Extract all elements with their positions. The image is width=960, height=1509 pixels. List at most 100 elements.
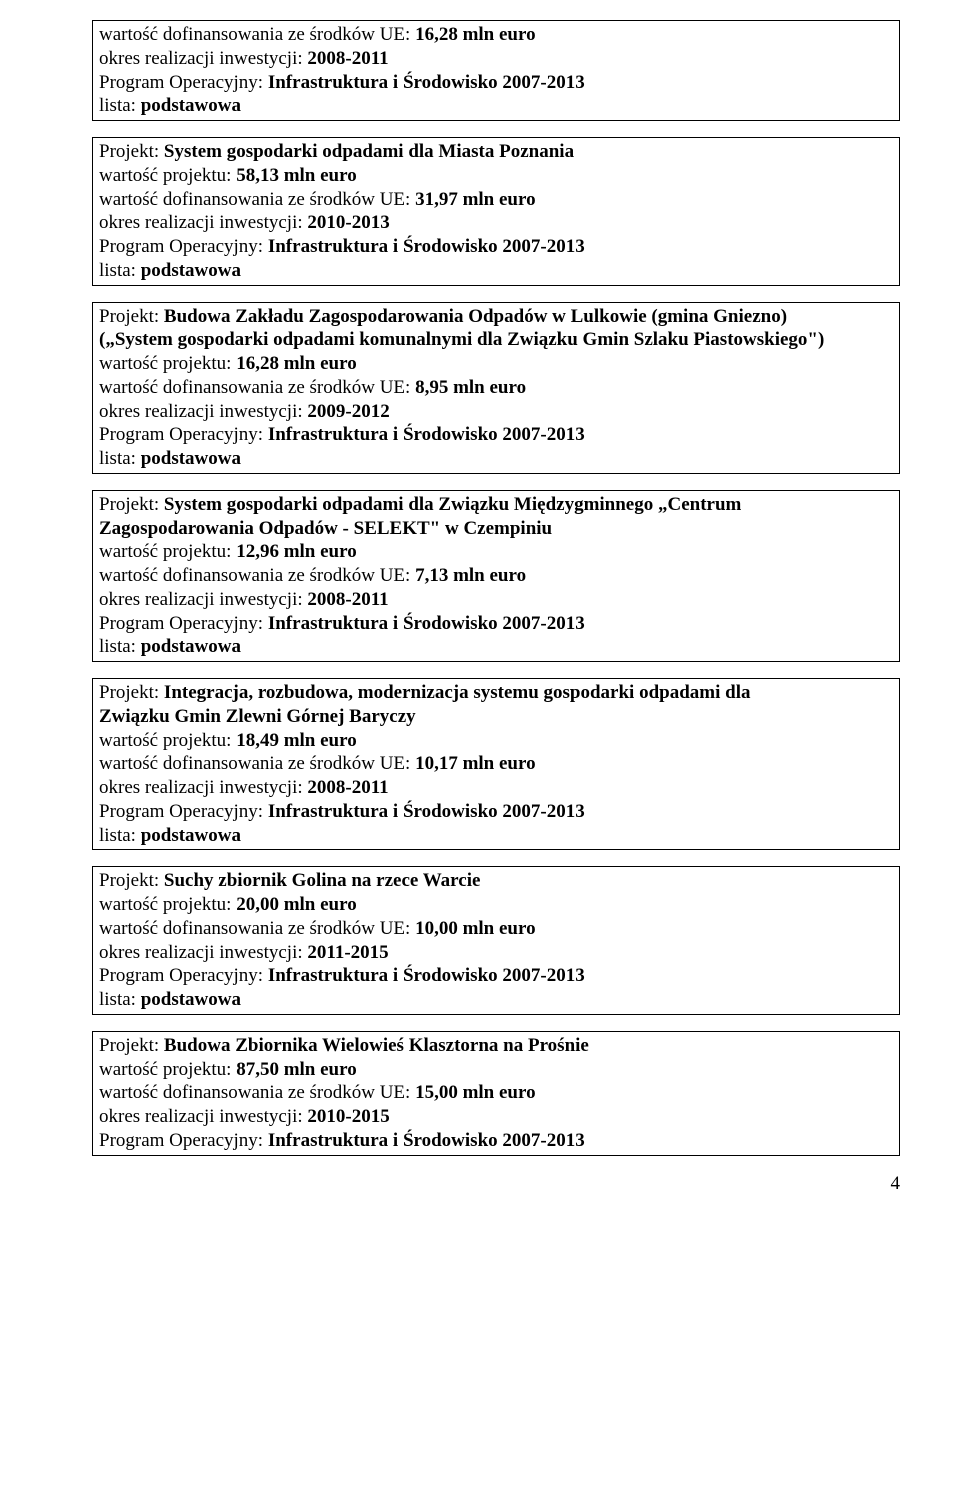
project-title-line: Projekt: Suchy zbiornik Golina na rzece … bbox=[99, 869, 893, 893]
period-line: okres realizacji inwestycji: 2008-2011 bbox=[99, 47, 893, 71]
period-value: 2010-2013 bbox=[307, 212, 389, 233]
funding-line: wartość dofinansowania ze środków UE: 10… bbox=[99, 752, 893, 776]
list-line: lista: podstawowa bbox=[99, 988, 893, 1012]
list-value: podstawowa bbox=[141, 989, 241, 1010]
list-line: lista: podstawowa bbox=[99, 635, 893, 659]
project-title-line-2: Związku Gmin Zlewni Górnej Baryczy bbox=[99, 705, 893, 729]
funding-label: wartość dofinansowania ze środków UE: bbox=[99, 189, 415, 210]
program-line: Program Operacyjny: Infrastruktura i Śro… bbox=[99, 800, 893, 824]
funding-value: 10,17 mln euro bbox=[415, 753, 536, 774]
program-label: Program Operacyjny: bbox=[99, 236, 268, 257]
project-label: Projekt: bbox=[99, 141, 164, 162]
project-title: Budowa Zbiornika Wielowieś Klasztorna na… bbox=[164, 1035, 589, 1056]
project-label: Projekt: bbox=[99, 494, 164, 515]
program-line: Program Operacyjny: Infrastruktura i Śro… bbox=[99, 423, 893, 447]
project-title-line: Projekt: System gospodarki odpadami dla … bbox=[99, 493, 893, 517]
value-value: 58,13 mln euro bbox=[236, 165, 357, 186]
funding-value: 31,97 mln euro bbox=[415, 189, 536, 210]
program-label: Program Operacyjny: bbox=[99, 965, 268, 986]
value-value: 12,96 mln euro bbox=[236, 541, 357, 562]
value-line: wartość projektu: 20,00 mln euro bbox=[99, 893, 893, 917]
project-label: Projekt: bbox=[99, 870, 164, 891]
list-value: podstawowa bbox=[141, 448, 241, 469]
list-value: podstawowa bbox=[141, 825, 241, 846]
period-value: 2008-2011 bbox=[307, 777, 388, 798]
value-line: wartość projektu: 16,28 mln euro bbox=[99, 352, 893, 376]
period-line: okres realizacji inwestycji: 2008-2011 bbox=[99, 588, 893, 612]
period-value: 2008-2011 bbox=[307, 48, 388, 69]
value-label: wartość projektu: bbox=[99, 1059, 236, 1080]
project-box-4: Projekt: Integracja, rozbudowa, moderniz… bbox=[92, 678, 900, 850]
funding-line: wartość dofinansowania ze środków UE: 15… bbox=[99, 1081, 893, 1105]
value-value: 20,00 mln euro bbox=[236, 894, 357, 915]
list-value: podstawowa bbox=[141, 260, 241, 281]
list-label: lista: bbox=[99, 636, 141, 657]
value-line: wartość projektu: 87,50 mln euro bbox=[99, 1058, 893, 1082]
list-label: lista: bbox=[99, 95, 141, 116]
project-box-2: Projekt: Budowa Zakładu Zagospodarowania… bbox=[92, 302, 900, 474]
funding-value: 8,95 mln euro bbox=[415, 377, 526, 398]
program-line: Program Operacyjny: Infrastruktura i Śro… bbox=[99, 612, 893, 636]
funding-label: wartość dofinansowania ze środków UE: bbox=[99, 753, 415, 774]
period-label: okres realizacji inwestycji: bbox=[99, 212, 307, 233]
project-title-b: Zagospodarowania Odpadów - SELEKT" w Cze… bbox=[99, 518, 552, 539]
project-title: Suchy zbiornik Golina na rzece Warcie bbox=[164, 870, 481, 891]
period-label: okres realizacji inwestycji: bbox=[99, 1106, 307, 1127]
project-title-line-2: Zagospodarowania Odpadów - SELEKT" w Cze… bbox=[99, 517, 893, 541]
funding-label: wartość dofinansowania ze środków UE: bbox=[99, 918, 415, 939]
project-label: Projekt: bbox=[99, 306, 164, 327]
funding-value: 15,00 mln euro bbox=[415, 1082, 536, 1103]
period-line: okres realizacji inwestycji: 2010-2015 bbox=[99, 1105, 893, 1129]
funding-value: 16,28 mln euro bbox=[415, 24, 536, 45]
value-value: 87,50 mln euro bbox=[236, 1059, 357, 1080]
list-line: lista: podstawowa bbox=[99, 447, 893, 471]
funding-label: wartość dofinansowania ze środków UE: bbox=[99, 1082, 415, 1103]
project-title-line: Projekt: Budowa Zakładu Zagospodarowania… bbox=[99, 305, 893, 329]
value-line: wartość projektu: 18,49 mln euro bbox=[99, 729, 893, 753]
period-line: okres realizacji inwestycji: 2008-2011 bbox=[99, 776, 893, 800]
period-label: okres realizacji inwestycji: bbox=[99, 48, 307, 69]
funding-line: wartość dofinansowania ze środków UE: 16… bbox=[99, 23, 893, 47]
period-value: 2011-2015 bbox=[307, 942, 388, 963]
program-value: Infrastruktura i Środowisko 2007-2013 bbox=[268, 424, 585, 445]
program-value: Infrastruktura i Środowisko 2007-2013 bbox=[268, 613, 585, 634]
value-line: wartość projektu: 12,96 mln euro bbox=[99, 540, 893, 564]
project-label: Projekt: bbox=[99, 682, 164, 703]
program-label: Program Operacyjny: bbox=[99, 801, 268, 822]
period-line: okres realizacji inwestycji: 2011-2015 bbox=[99, 941, 893, 965]
program-value: Infrastruktura i Środowisko 2007-2013 bbox=[268, 236, 585, 257]
program-label: Program Operacyjny: bbox=[99, 1130, 268, 1151]
list-line: lista: podstawowa bbox=[99, 94, 893, 118]
funding-line: wartość dofinansowania ze środków UE: 31… bbox=[99, 188, 893, 212]
list-label: lista: bbox=[99, 989, 141, 1010]
project-title-line-2: („System gospodarki odpadami komunalnymi… bbox=[99, 328, 893, 352]
funding-label: wartość dofinansowania ze środków UE: bbox=[99, 565, 415, 586]
project-title-b: Związku Gmin Zlewni Górnej Baryczy bbox=[99, 706, 416, 727]
program-line: Program Operacyjny: Infrastruktura i Śro… bbox=[99, 1129, 893, 1153]
project-label: Projekt: bbox=[99, 1035, 164, 1056]
program-value: Infrastruktura i Środowisko 2007-2013 bbox=[268, 72, 585, 93]
period-label: okres realizacji inwestycji: bbox=[99, 777, 307, 798]
value-line: wartość projektu: 58,13 mln euro bbox=[99, 164, 893, 188]
list-label: lista: bbox=[99, 260, 141, 281]
project-box-5: Projekt: Suchy zbiornik Golina na rzece … bbox=[92, 866, 900, 1015]
program-line: Program Operacyjny: Infrastruktura i Śro… bbox=[99, 235, 893, 259]
project-box-1: Projekt: System gospodarki odpadami dla … bbox=[92, 137, 900, 286]
list-label: lista: bbox=[99, 448, 141, 469]
period-line: okres realizacji inwestycji: 2009-2012 bbox=[99, 400, 893, 424]
funding-value: 10,00 mln euro bbox=[415, 918, 536, 939]
value-label: wartość projektu: bbox=[99, 730, 236, 751]
program-label: Program Operacyjny: bbox=[99, 424, 268, 445]
project-box-6: Projekt: Budowa Zbiornika Wielowieś Klas… bbox=[92, 1031, 900, 1156]
page-number: 4 bbox=[92, 1172, 900, 1196]
project-box-3: Projekt: System gospodarki odpadami dla … bbox=[92, 490, 900, 662]
project-title-line: Projekt: System gospodarki odpadami dla … bbox=[99, 140, 893, 164]
funding-label: wartość dofinansowania ze środków UE: bbox=[99, 377, 415, 398]
value-value: 16,28 mln euro bbox=[236, 353, 357, 374]
list-value: podstawowa bbox=[141, 95, 241, 116]
project-title-a: System gospodarki odpadami dla Związku M… bbox=[164, 494, 741, 515]
value-label: wartość projektu: bbox=[99, 541, 236, 562]
period-value: 2008-2011 bbox=[307, 589, 388, 610]
period-label: okres realizacji inwestycji: bbox=[99, 401, 307, 422]
value-label: wartość projektu: bbox=[99, 165, 236, 186]
